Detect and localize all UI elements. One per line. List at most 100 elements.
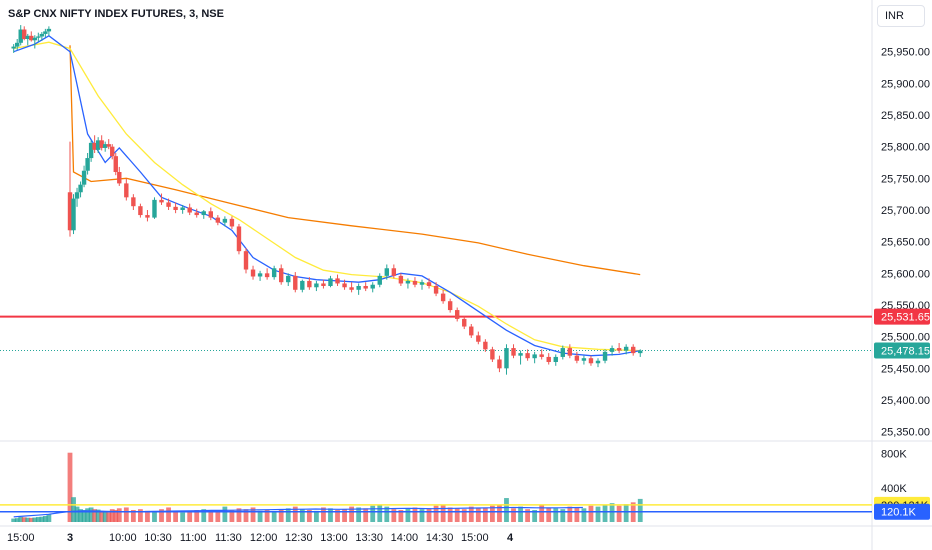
volume-bar: [92, 509, 98, 522]
volume-bar: [391, 509, 397, 522]
volume-bar: [152, 511, 157, 522]
candle-body: [377, 275, 382, 285]
volume-bar: [384, 506, 390, 522]
volume-bar: [109, 509, 115, 522]
candle-body: [588, 358, 594, 364]
ma-mid-line: [13, 41, 641, 352]
volume-bar: [532, 510, 538, 522]
time-tick-label: 15:00: [7, 532, 35, 544]
volume-bar: [28, 517, 34, 522]
symbol-title[interactable]: S&P CNX NIFTY INDEX FUTURES, 3, NSE: [8, 8, 224, 20]
candle-body: [631, 346, 636, 354]
candle-body: [349, 287, 354, 290]
candle-body: [433, 286, 439, 294]
candle-body: [504, 348, 509, 369]
ma-fast-line: [13, 35, 641, 357]
time-tick-label: 14:00: [391, 532, 419, 544]
volume-bar: [511, 508, 516, 522]
candle-body: [173, 206, 178, 210]
candle-body: [159, 199, 164, 203]
time-tick-label: 4: [507, 532, 514, 544]
candle-body: [18, 29, 23, 43]
time-tick-label: 11:00: [180, 532, 207, 544]
candle-body: [32, 37, 37, 41]
candle-body: [15, 42, 20, 47]
candle-body: [29, 35, 34, 41]
volume-bar: [42, 516, 48, 522]
time-tick-label: 10:30: [144, 532, 172, 544]
volume-bar: [504, 498, 509, 522]
volume-bar: [14, 518, 20, 522]
candle-body: [39, 33, 45, 37]
volume-bar: [490, 505, 495, 522]
volume-bar: [81, 510, 87, 522]
candle-body: [616, 348, 622, 351]
volume-bar: [208, 510, 214, 522]
volume-bar: [588, 505, 594, 522]
candle-body: [638, 350, 643, 354]
currency-button[interactable]: INR: [877, 5, 925, 27]
candle-body: [314, 283, 319, 288]
candle-body: [321, 283, 326, 286]
candle-body: [264, 273, 270, 278]
volume-bar: [314, 510, 319, 522]
volume-bar: [138, 509, 143, 522]
volume-bar: [405, 508, 411, 522]
volume-bar: [180, 512, 186, 522]
volume-bar: [285, 508, 291, 522]
time-tick-label: 14:30: [426, 532, 454, 544]
volume-bar: [321, 507, 326, 522]
volume-bar: [518, 506, 523, 522]
volume-bar: [264, 510, 270, 522]
candle-body: [391, 268, 397, 276]
volume-bar: [46, 514, 52, 522]
volume-bar: [229, 510, 235, 522]
candle-body: [581, 358, 587, 361]
candle-body: [85, 158, 90, 171]
candle-body: [455, 310, 460, 319]
candle-body: [74, 192, 80, 199]
volume-bar: [21, 517, 27, 522]
candle-body: [110, 146, 115, 157]
candle-body: [187, 207, 192, 213]
candle-body: [609, 348, 615, 352]
candle-body: [370, 284, 375, 289]
candle-body: [257, 273, 263, 277]
volume-bar: [278, 509, 284, 522]
volume-bar: [306, 510, 312, 522]
candle-body: [271, 268, 277, 278]
candle-body: [124, 183, 129, 198]
price-tick-label: 25,850.00: [881, 110, 930, 122]
candle-body: [229, 218, 235, 227]
volume-bar: [342, 509, 347, 522]
candle-body: [511, 348, 516, 356]
volume-bar: [574, 507, 580, 522]
candle-body: [152, 199, 157, 218]
volume-bar: [102, 511, 108, 522]
volume-bar: [299, 509, 305, 522]
volume-bar: [482, 507, 488, 522]
candle-body: [106, 144, 111, 147]
volume-bar: [475, 508, 481, 522]
volume-tick-label: 400K: [881, 483, 907, 495]
candle-body: [117, 172, 122, 184]
candle-body: [81, 170, 87, 185]
candle-body: [222, 218, 228, 223]
price-tick-label: 25,450.00: [881, 363, 930, 375]
candle-body: [103, 144, 108, 148]
volume-bar: [250, 507, 256, 522]
candle-body: [560, 348, 565, 357]
candle-body: [532, 354, 537, 359]
volume-bar: [67, 452, 73, 522]
time-tick-label: 13:30: [355, 532, 383, 544]
candle-body: [43, 31, 48, 34]
volume-bar: [419, 509, 425, 522]
candle-body: [426, 282, 432, 286]
level-price-label: 25,531.65: [881, 312, 930, 324]
candle-body: [518, 353, 523, 356]
volume-bar: [292, 506, 298, 522]
volume-bar: [271, 511, 277, 522]
candle-body: [180, 207, 185, 210]
last-price-label: 25,478.15: [881, 346, 930, 358]
